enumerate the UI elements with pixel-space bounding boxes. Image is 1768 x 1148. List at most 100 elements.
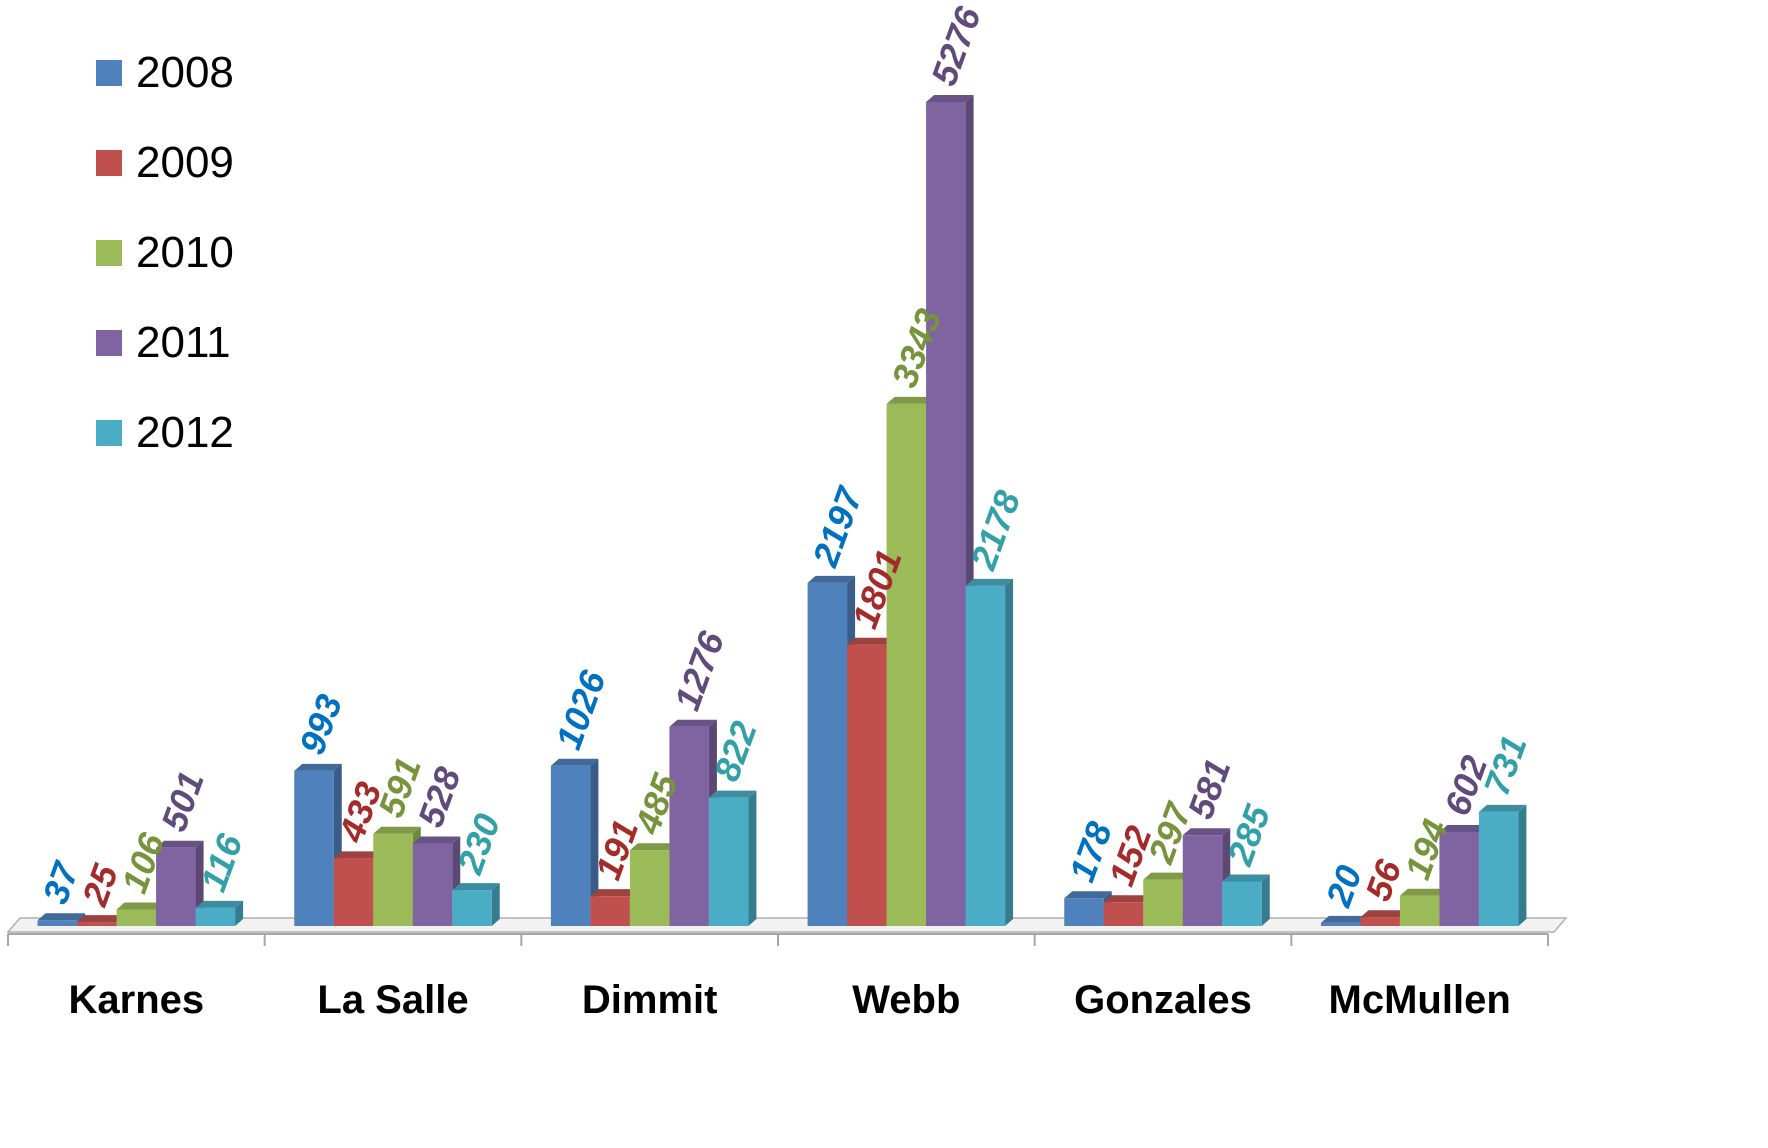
bar-front [1143, 879, 1183, 926]
bar-front [1399, 895, 1440, 926]
legend: 2008 2009 2010 2011 2012 [96, 28, 234, 478]
bars-group [37, 95, 1527, 926]
legend-swatch [96, 330, 122, 356]
bar-front [1064, 898, 1104, 926]
category-label: McMullen [1329, 978, 1511, 1022]
bar [373, 826, 421, 926]
bar [965, 578, 1014, 926]
bar-top [294, 763, 342, 771]
legend-item: 2008 [96, 28, 234, 118]
bar-top [926, 95, 974, 102]
bar-front [116, 909, 157, 926]
bar-value-label: 1276 [666, 625, 732, 715]
legend-item: 2009 [96, 118, 234, 208]
bar-top [807, 575, 856, 583]
bar [708, 790, 757, 926]
bar-front [77, 922, 117, 926]
x-axis [7, 933, 1549, 946]
bar-value-label: 993 [291, 689, 350, 759]
bar [294, 763, 342, 926]
bar [1478, 804, 1527, 926]
bar-top [886, 396, 935, 404]
bar-top [550, 758, 599, 766]
bar [452, 883, 500, 926]
bar-top [333, 851, 382, 859]
bar-top [452, 883, 500, 891]
bar-front [926, 102, 966, 926]
value-labels-group: 3725106501116993433591528230102619148512… [34, 1, 1534, 913]
bar-front [965, 585, 1006, 926]
bar-front [1478, 811, 1519, 926]
bar-value-label: 116 [192, 828, 250, 897]
bar-side [748, 790, 757, 926]
bar-front [412, 843, 453, 926]
bar-value-label: 5276 [923, 1, 989, 91]
bar-value-label: 285 [1219, 799, 1279, 871]
legend-label: 2011 [136, 318, 231, 367]
bar-top [669, 719, 717, 727]
bar-value-label: 2197 [804, 480, 871, 572]
bar-front [452, 890, 492, 926]
bar-top [629, 843, 678, 851]
category-label: Gonzales [1074, 978, 1252, 1022]
bar-side [1518, 804, 1527, 926]
legend-label: 2012 [136, 408, 234, 457]
bar-top [1103, 895, 1152, 903]
bar [195, 900, 244, 926]
bar [1222, 874, 1270, 926]
bar-top [156, 840, 204, 848]
bar-side [1005, 578, 1014, 926]
bar-top [847, 637, 895, 645]
bar-front [1360, 917, 1400, 926]
legend-swatch [96, 420, 122, 446]
legend-swatch [96, 150, 122, 176]
legend-label: 2009 [136, 138, 234, 187]
bar-value-label: 731 [1476, 730, 1535, 800]
bar-front [708, 797, 749, 926]
bar-front [807, 582, 848, 926]
bar [669, 719, 717, 926]
legend-label: 2010 [136, 228, 234, 277]
bar-front [590, 896, 630, 926]
bar-front [1320, 922, 1361, 926]
bar [1182, 828, 1231, 926]
bar [412, 836, 461, 926]
bar-front [886, 403, 927, 926]
bar-front [629, 850, 670, 926]
category-label: Karnes [69, 978, 205, 1022]
bar [550, 758, 599, 926]
legend-swatch [96, 60, 122, 86]
bar-front [1222, 881, 1262, 926]
legend-item: 2010 [96, 208, 234, 298]
bar-side [491, 883, 500, 926]
bar-front [156, 847, 196, 926]
bar-side [235, 900, 244, 926]
bar-front [373, 833, 413, 926]
category-labels-group: Karnes La Salle Dimmit Webb Gonzales McMullen [69, 978, 1511, 1022]
bar-front [1439, 831, 1479, 926]
bar-top [590, 889, 638, 897]
bar-top [195, 900, 244, 908]
bar-front [1182, 835, 1223, 926]
bar-side [1261, 874, 1270, 926]
legend-item: 2012 [96, 388, 234, 478]
category-label: Webb [852, 978, 960, 1022]
bar-front [550, 765, 591, 926]
bar-side [590, 758, 599, 926]
legend-swatch [96, 240, 122, 266]
category-label: La Salle [317, 978, 468, 1022]
bar-top [1439, 824, 1487, 832]
bar-front [847, 644, 887, 926]
bar [1399, 888, 1448, 926]
bar-top [373, 826, 421, 834]
bar-value-label: 1026 [548, 664, 614, 754]
bar-front [1103, 902, 1144, 926]
bar-value-label: 581 [1179, 754, 1238, 824]
bar-top [1182, 828, 1231, 836]
bar-top [1064, 891, 1112, 899]
bar-front [669, 726, 709, 926]
legend-label: 2008 [136, 48, 234, 97]
bar-top [1222, 874, 1270, 882]
bar-top [1143, 872, 1191, 880]
